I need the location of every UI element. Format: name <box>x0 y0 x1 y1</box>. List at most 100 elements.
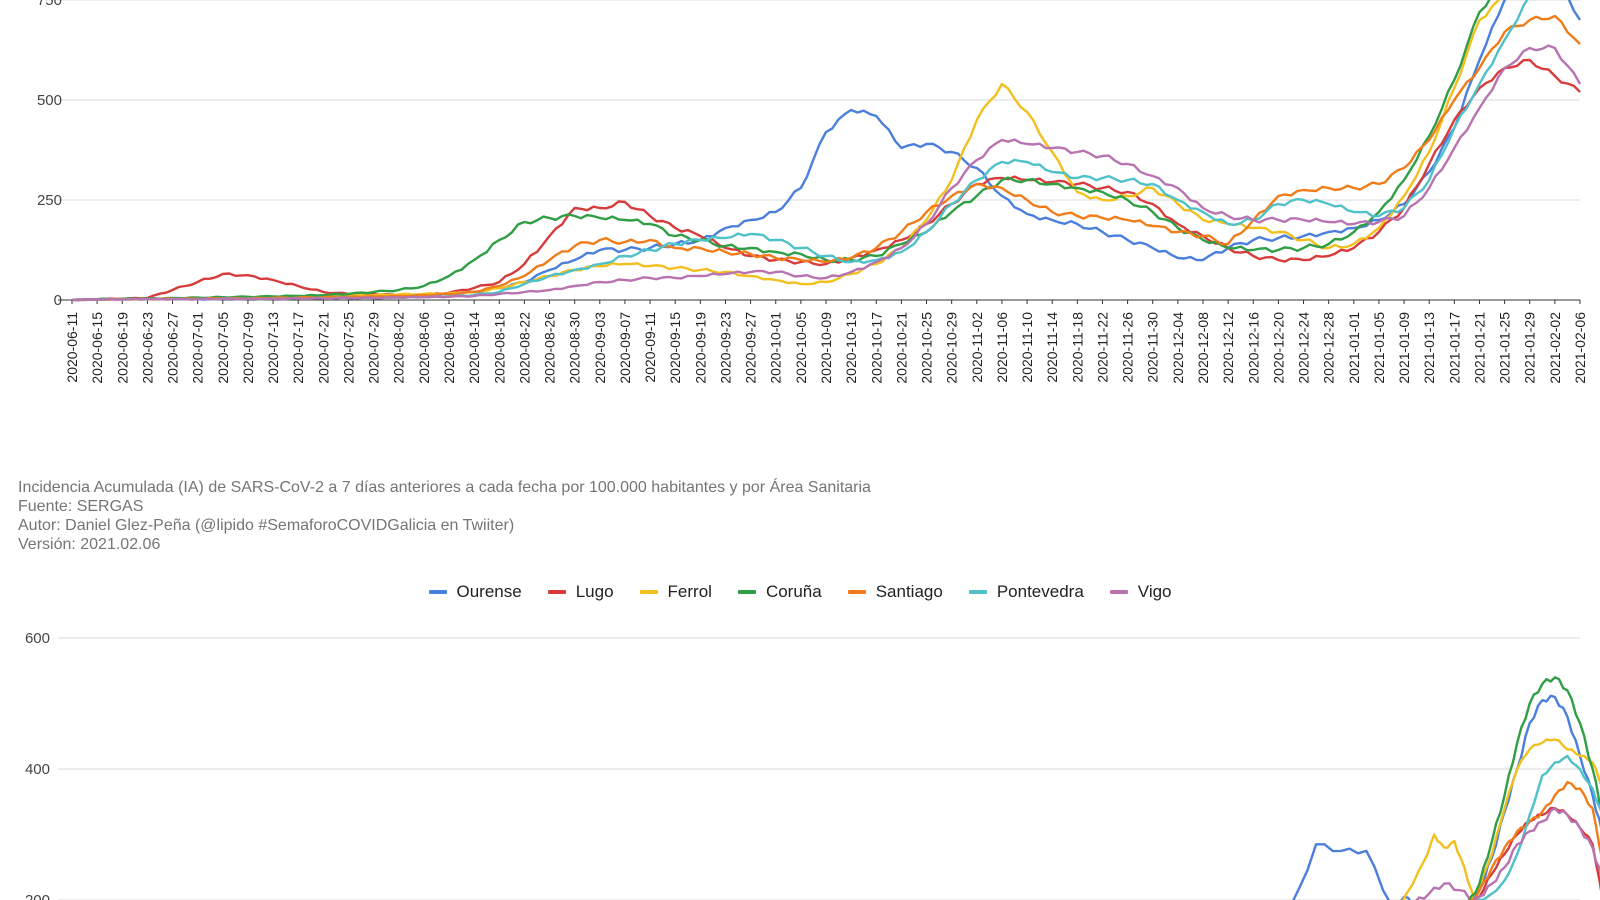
chart1-x-tick-label: 2020-06-23 <box>139 312 155 384</box>
chart1-x-tick-label: 2021-01-13 <box>1421 312 1437 384</box>
legend-item-ourense[interactable]: Ourense <box>428 582 522 602</box>
legend-swatch-ferrol <box>639 590 658 594</box>
chart1-x-tick-label: 2020-12-24 <box>1296 312 1312 384</box>
chart1-x-tick-label: 2020-09-19 <box>692 312 708 384</box>
chart1-x-tick-label: 2021-01-29 <box>1522 312 1538 384</box>
legend-label-vigo: Vigo <box>1137 582 1172 601</box>
chart1-x-tick-label: 2020-12-12 <box>1220 312 1236 384</box>
chart1-x-tick-label: 2020-06-19 <box>114 312 130 384</box>
chart1-x-tick-label: 2020-09-07 <box>617 312 633 384</box>
chart1-x-tick-label: 2020-07-21 <box>315 312 331 384</box>
legend-swatch-vigo <box>1109 590 1128 594</box>
chart1-x-tick-label: 2020-10-29 <box>944 312 960 384</box>
chart1-x-tick-label: 2020-07-09 <box>240 312 256 384</box>
chart1-x-tick-label: 2020-08-30 <box>567 312 583 384</box>
legend-item-pontevedra[interactable]: Pontevedra <box>968 582 1084 602</box>
chart2-y-ticks: 200 400 600 <box>25 630 50 900</box>
chart1-x-tick-label: 2020-10-01 <box>768 312 784 384</box>
chart1-x-tick-label: 2020-09-27 <box>743 312 759 384</box>
chart1-x-tick-label: 2020-09-03 <box>592 312 608 384</box>
chart1-x-tick-label: 2021-01-17 <box>1446 312 1462 384</box>
chart1-x-tick-label: 2020-06-15 <box>89 312 105 384</box>
chart1-x-tick-label: 2020-06-27 <box>165 312 181 384</box>
legend-swatch-santiago <box>847 590 866 594</box>
legend-item-santiago[interactable]: Santiago <box>847 582 943 602</box>
legend-label-santiago: Santiago <box>875 582 943 601</box>
chart2-series-line-pontevedra <box>1477 754 1600 900</box>
chart1-y-tick-label: 0 <box>54 292 62 309</box>
chart1-x-tick-label: 2020-10-17 <box>868 312 884 384</box>
chart1-x-tick-label: 2020-07-13 <box>265 312 281 384</box>
chart2-series-line-coruna <box>1468 676 1600 900</box>
legend-item-ferrol[interactable]: Ferrol <box>639 582 712 602</box>
legend-label-ourense: Ourense <box>456 582 522 601</box>
legend-item-vigo[interactable]: Vigo <box>1109 582 1172 602</box>
chart1-x-tick-label: 2021-02-06 <box>1572 312 1588 384</box>
chart1-x-tick-label: 2020-10-13 <box>843 312 859 384</box>
legend-item-lugo[interactable]: Lugo <box>547 582 614 602</box>
chart1-x-tick-label: 2020-11-30 <box>1145 312 1161 383</box>
chart1-x-tick-label: 2020-08-10 <box>441 312 457 384</box>
chart1-x-tick-label: 2021-02-02 <box>1547 312 1563 384</box>
legend-label-ferrol: Ferrol <box>667 582 712 601</box>
legend-label-coruna: Coruña <box>765 582 822 601</box>
chart1-x-tick-label: 2020-12-20 <box>1270 312 1286 384</box>
chart1-x-tick-label: 2020-11-10 <box>1019 312 1035 383</box>
chart1-x-tick-label: 2021-01-21 <box>1471 312 1487 384</box>
chart2-series-line-vigo <box>1415 882 1482 900</box>
chart1-x-tick-label: 2021-01-01 <box>1346 312 1362 384</box>
chart1-x-tick-label: 2020-10-05 <box>793 312 809 384</box>
chart1-x-tick-label: 2020-10-21 <box>893 312 909 384</box>
chart2-gridlines <box>58 637 1580 900</box>
chart1-x-tick-label: 2020-10-25 <box>919 312 935 384</box>
legend-swatch-lugo <box>547 590 566 594</box>
chart2-y-tick-label: 400 <box>25 761 50 778</box>
chart-legend: Ourense Lugo Ferrol Coruña Santiago Pont… <box>0 582 1600 602</box>
chart1-x-tick-label: 2020-11-14 <box>1044 312 1060 383</box>
chart1-x-tick-label: 2021-01-09 <box>1396 312 1412 384</box>
chart1-x-tick-label: 2020-06-11 <box>64 312 80 383</box>
chart2-series-line-vigo <box>1472 807 1600 900</box>
chart1-x-tick-label: 2020-11-06 <box>994 312 1010 383</box>
caption-version: Versión: 2021.02.06 <box>18 536 161 553</box>
chart2-series-line-santiago <box>1469 780 1600 900</box>
legend-label-pontevedra: Pontevedra <box>996 582 1084 601</box>
chart1-y-ticks: 0 250 500 750 <box>37 0 62 309</box>
chart1-y-tick-label: 250 <box>37 192 62 209</box>
chart1-x-tick-label: 2020-11-02 <box>969 312 985 383</box>
chart2-y-tick-label: 200 <box>25 892 50 900</box>
chart1-x-tick-label: 2020-08-18 <box>491 312 507 384</box>
chart1-x-tick-label: 2020-08-06 <box>416 312 432 384</box>
chart1-x-tick-label: 2020-12-16 <box>1245 312 1261 384</box>
chart1-series-line-pontevedra <box>72 0 1529 302</box>
legend-swatch-ourense <box>428 590 447 594</box>
chart1-x-tick-label: 2020-07-17 <box>290 312 306 384</box>
chart1-x-tick-label: 2020-11-26 <box>1120 312 1136 383</box>
chart2-series-line-ferrol <box>1468 738 1600 900</box>
legend-item-coruna[interactable]: Coruña <box>737 582 822 602</box>
chart1-x-tick-label: 2020-09-15 <box>667 312 683 384</box>
chart2-series-line-ourense <box>1292 843 1411 900</box>
chart1-series-line-vigo <box>72 44 1582 302</box>
chart1-x-tick-label: 2020-08-22 <box>516 312 532 384</box>
chart1-x-tick-label: 2020-08-14 <box>466 312 482 384</box>
chart-caption: Incidencia Acumulada (IA) de SARS-CoV-2 … <box>18 478 871 554</box>
chart1-x-tick-label: 2020-07-01 <box>190 312 206 384</box>
chart1-series-lines <box>71 0 1582 302</box>
legend-swatch-pontevedra <box>968 590 987 594</box>
chart2-series-line-ferrol <box>1401 833 1476 900</box>
chart1-x-tick-label: 2021-01-05 <box>1371 312 1387 384</box>
chart1-x-tick-label: 2020-08-26 <box>542 312 558 384</box>
chart1-x-tick-label: 2020-12-28 <box>1321 312 1337 384</box>
chart1-x-tick-label: 2020-07-29 <box>366 312 382 384</box>
chart1-x-tick-label: 2020-08-02 <box>391 312 407 384</box>
legend-swatch-coruna <box>737 590 756 594</box>
chart1-x-tick-label: 2021-01-25 <box>1497 312 1513 384</box>
chart1-x-tick-label: 2020-12-08 <box>1195 312 1211 384</box>
caption-source: Fuente: SERGAS <box>18 498 144 515</box>
chart1-x-tick-label: 2020-12-04 <box>1170 312 1186 384</box>
caption-title: Incidencia Acumulada (IA) de SARS-CoV-2 … <box>18 479 871 496</box>
chart1-x-tick-label: 2020-11-18 <box>1069 312 1085 383</box>
